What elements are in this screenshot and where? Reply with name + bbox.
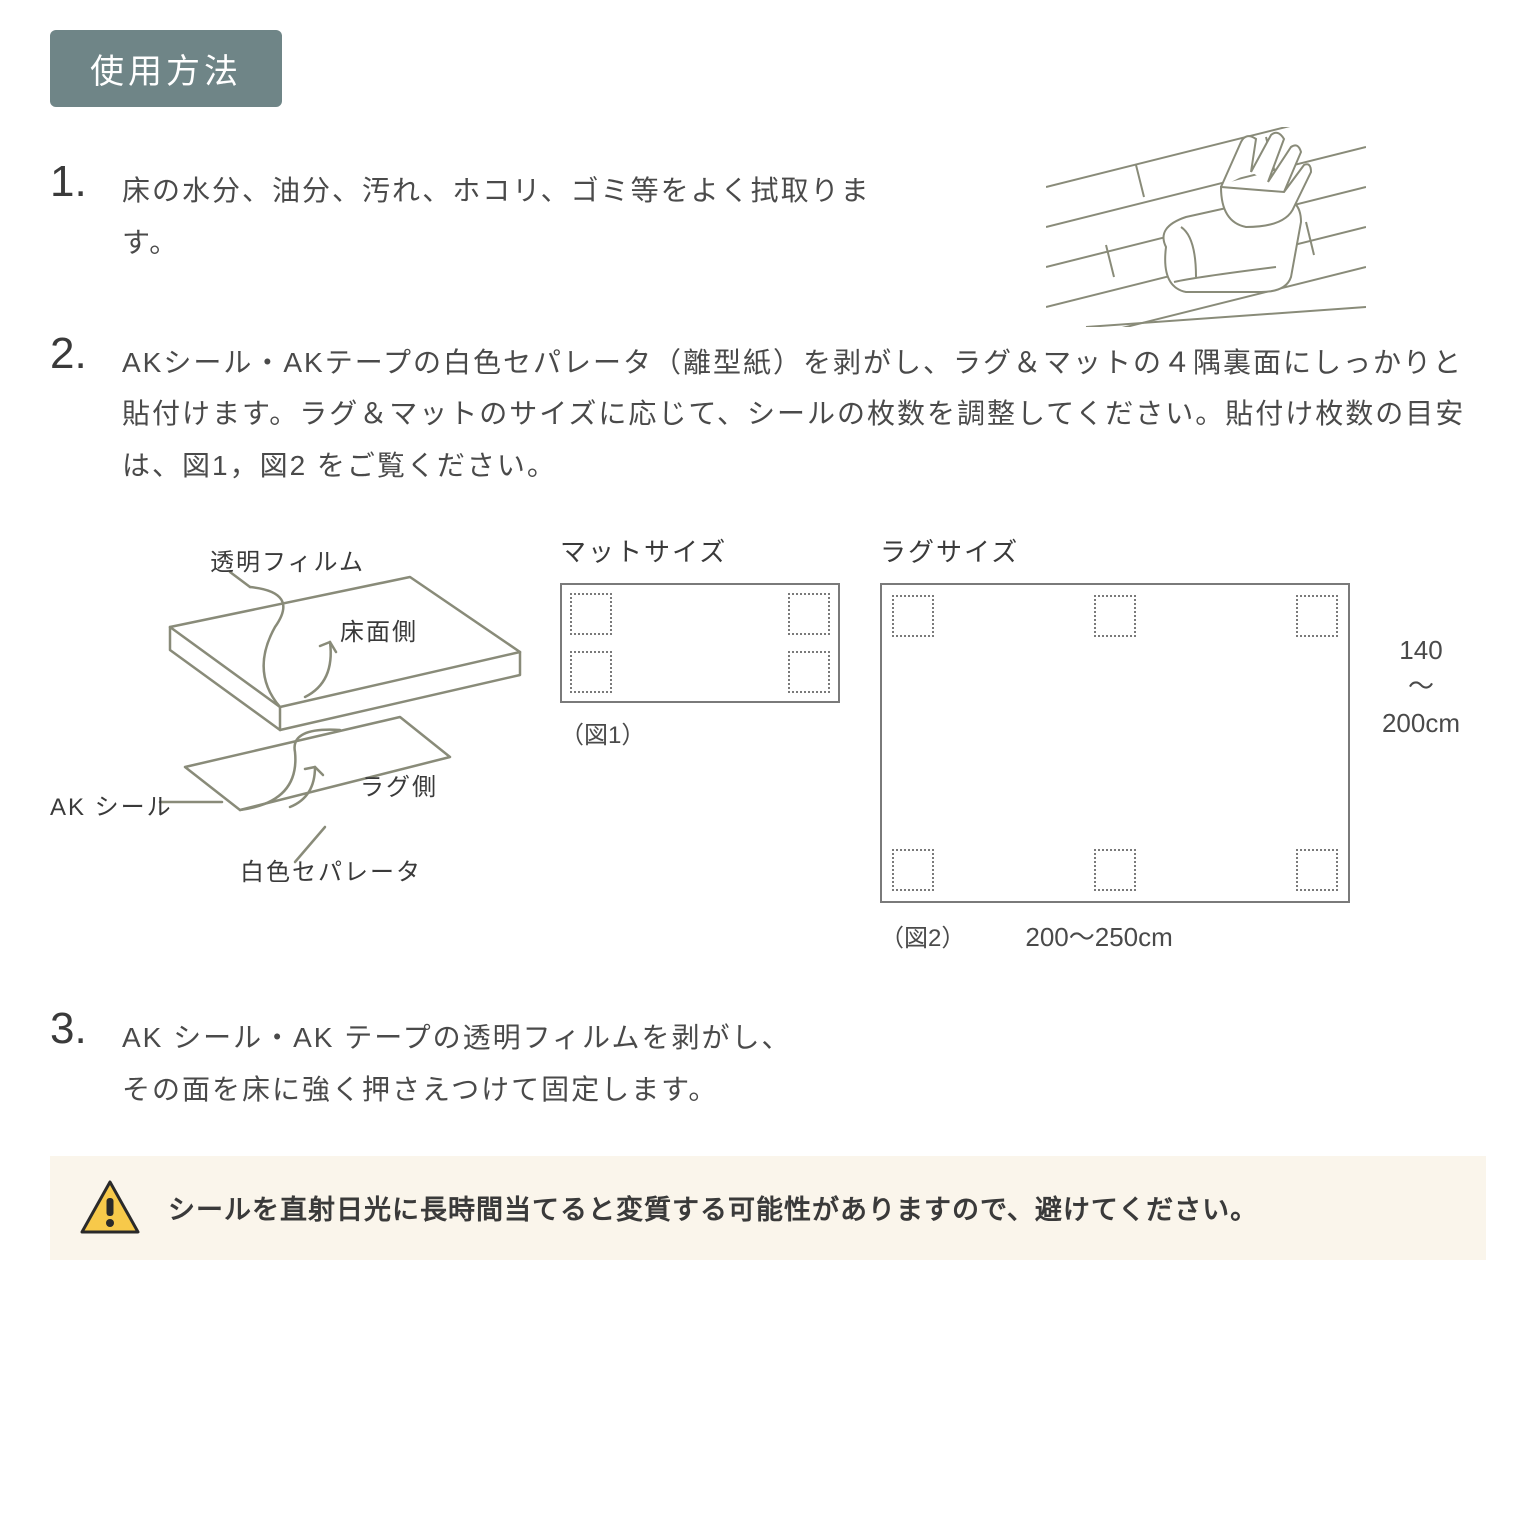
- label-film: 透明フィルム: [210, 542, 365, 577]
- rug-height-range: 140 〜 200cm: [1382, 632, 1460, 741]
- label-rug-side: ラグ側: [360, 767, 438, 802]
- rug-width-range: 200～250cm: [1025, 917, 1172, 954]
- label-separator: 白色セパレータ: [240, 852, 422, 887]
- warning-bar: シールを直射日光に長時間当てると変質する可能性がありますので、避けてください。: [50, 1156, 1486, 1260]
- label-floor-side: 床面側: [340, 612, 418, 647]
- seal-marker: [1296, 595, 1338, 637]
- sheet-diagram: 透明フィルム 床面側 AK シール ラグ側 白色セパレータ: [100, 532, 540, 892]
- rug-box: [880, 583, 1350, 903]
- step-number: 1.: [50, 157, 102, 207]
- seal-marker: [788, 651, 830, 693]
- fig2-label: （図2）: [880, 918, 965, 953]
- step-text: 床の水分、油分、汚れ、ホコリ、ゴミ等をよく拭取ります。: [122, 157, 882, 269]
- seal-marker: [892, 849, 934, 891]
- section-header: 使用方法: [50, 30, 282, 107]
- warning-text: シールを直射日光に長時間当てると変質する可能性がありますので、避けてください。: [168, 1188, 1258, 1227]
- diagrams-row: 透明フィルム 床面側 AK シール ラグ側 白色セパレータ マットサイズ （図1…: [100, 532, 1486, 954]
- step-text: AK シール・AK テープの透明フィルムを剥がし、 その面を床に強く押さえつけて…: [122, 1004, 1486, 1116]
- step-text: AKシール・AKテープの白色セパレータ（離型紙）を剥がし、ラグ＆マットの４隅裏面…: [122, 329, 1486, 492]
- rug-title: ラグサイズ: [880, 532, 1350, 569]
- step-1: 1. 床の水分、油分、汚れ、ホコリ、ゴミ等をよく拭取ります。: [50, 157, 1486, 269]
- step-2: 2. AKシール・AKテープの白色セパレータ（離型紙）を剥がし、ラグ＆マットの４…: [50, 329, 1486, 492]
- seal-marker: [788, 593, 830, 635]
- step-number: 2.: [50, 329, 102, 379]
- warning-icon: [80, 1180, 140, 1236]
- seal-marker: [570, 593, 612, 635]
- seal-marker: [1094, 595, 1136, 637]
- step-3: 3. AK シール・AK テープの透明フィルムを剥がし、 その面を床に強く押さえ…: [50, 1004, 1486, 1116]
- seal-marker: [1094, 849, 1136, 891]
- step-number: 3.: [50, 1004, 102, 1054]
- rug-size-diagram: ラグサイズ 140 〜 200cm （図2） 200～250cm: [880, 532, 1350, 954]
- mat-box: [560, 583, 840, 703]
- fig1-label: （図1）: [560, 715, 840, 750]
- seal-marker: [570, 651, 612, 693]
- label-seal: AK シール: [50, 787, 173, 822]
- mat-title: マットサイズ: [560, 532, 840, 569]
- wipe-floor-illustration: [1046, 127, 1366, 327]
- seal-marker: [1296, 849, 1338, 891]
- mat-size-diagram: マットサイズ （図1）: [560, 532, 840, 750]
- seal-marker: [892, 595, 934, 637]
